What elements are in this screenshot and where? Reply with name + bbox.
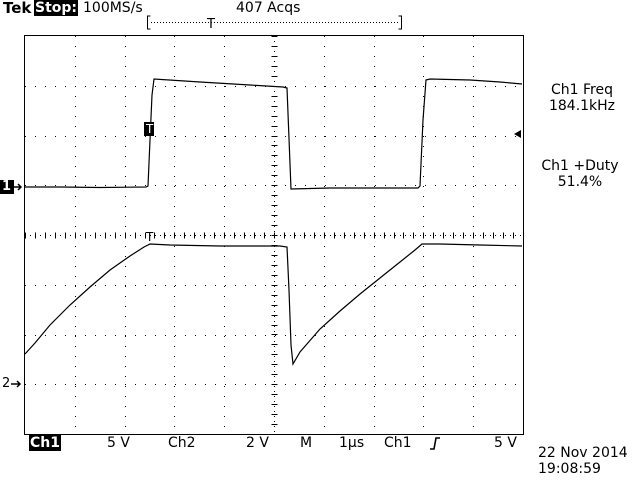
trigger-level-icon [514,130,521,138]
acquisition-count: 407 Acqs [236,0,301,16]
ch1-ground-marker-label: 1 [2,179,12,194]
time-label: 19:08:59 [538,461,601,477]
ch1-trigger-marker: T [146,122,154,136]
rising-edge-icon [430,437,440,450]
ch2-scale: 2 V [246,435,269,451]
ch1-waveform [25,78,523,190]
ch2-marker-arrow [11,380,22,388]
ch1-duty-label: Ch1 +Duty [541,158,619,174]
ch1-trigger-marker-box [144,122,154,136]
ch1-marker-arrow [0,180,23,194]
timebase-label: M [300,435,313,451]
trigger-position-bracket [147,15,402,30]
date-label: 22 Nov 2014 [538,445,628,461]
sample-rate-label: 100MS/s [83,0,143,16]
ch1-freq-label: Ch1 Freq [551,82,613,98]
timebase-scale: 1µs [339,435,365,451]
graticule-grid [25,36,524,435]
ch2-label: Ch2 [168,435,196,451]
ch1-duty-value: 51.4% [557,174,603,190]
ch1-freq-value: 184.1kHz [548,98,616,114]
trigger-source: Ch1 [384,435,412,451]
ch1-label: Ch1 [29,435,61,451]
run-state-label: Stop: [34,0,79,16]
ch2-trigger-marker: T [146,230,154,244]
ch1-scale: 5 V [107,435,130,451]
trigger-level: 5 V [494,435,517,451]
ch2-ground-marker-label: 2 [2,376,11,391]
trigger-position-marker: T [206,17,215,32]
brand-label: Tek [3,0,32,17]
ch2-waveform [24,243,523,366]
